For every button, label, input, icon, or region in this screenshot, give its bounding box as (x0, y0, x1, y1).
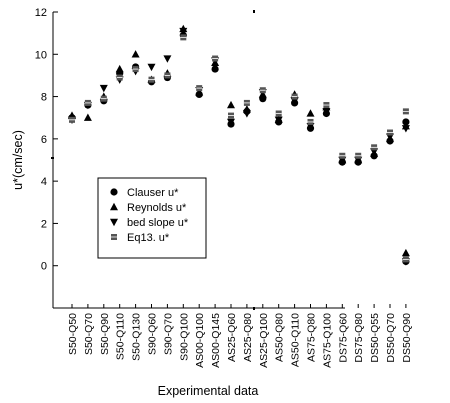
data-point-circle (211, 65, 219, 73)
y-tick-label: 10 (35, 49, 47, 61)
top-frame-marker (253, 10, 255, 13)
data-point-triangle-up (401, 248, 410, 257)
data-point-square (339, 152, 346, 159)
legend-marker-square (111, 234, 117, 240)
data-points (68, 24, 410, 266)
legend-label: bed slope u* (127, 217, 189, 229)
y-tick-label: 8 (41, 92, 47, 104)
data-point-square (148, 76, 155, 83)
data-point-triangle-up (131, 50, 140, 58)
legend-marker-circle (110, 188, 118, 196)
x-tick-label: S50-Q110 (115, 313, 127, 360)
bottom-frame-marker (253, 307, 255, 310)
x-tick-label: S90-Q70 (162, 313, 174, 355)
y-tick-label: 0 (41, 261, 47, 273)
axes (51, 10, 345, 310)
y-tick-label: 12 (35, 7, 47, 19)
data-point-square (212, 55, 219, 62)
data-point-triangle-down (401, 125, 410, 133)
data-point-square (228, 112, 234, 119)
legend-label: Reynolds u* (127, 202, 187, 214)
data-point-triangle-down (227, 118, 235, 127)
data-point-square (402, 108, 409, 115)
data-point-square (243, 99, 250, 106)
x-tick-label: DS50-Q90 (401, 313, 413, 363)
x-tick-label: S50-Q90 (99, 313, 111, 355)
x-tick-label: AS25-Q60 (226, 313, 238, 362)
x-tick-label: AS25-Q100 (258, 313, 270, 368)
data-point-square (323, 102, 330, 109)
x-axis-ticks: S50-Q50 S50-Q70 S50-Q90 S50-Q110 S50-Q130 S90… (67, 304, 413, 368)
x-tick-label: S50-Q50 (67, 313, 79, 355)
data-point-triangle-up (227, 100, 235, 109)
left-frame-marker (51, 157, 54, 159)
data-point-square (180, 34, 187, 41)
x-tick-label: AS50-Q110 (290, 313, 302, 367)
data-point-square (387, 129, 393, 136)
data-point-square (132, 66, 139, 73)
legend: Clauser u* Reynolds u* bed slope u* Eq13. u… (97, 177, 207, 259)
data-point-triangle-down (147, 63, 156, 72)
legend-label: Clauser u* (127, 187, 179, 199)
x-tick-label: AS00-Q100 (194, 313, 206, 368)
x-tick-label: S50-Q130 (131, 313, 143, 361)
data-point-triangle-down (99, 84, 108, 93)
x-tick-label: DS50-Q55 (369, 313, 381, 363)
x-tick-label: DS50-Q70 (385, 313, 397, 363)
data-point-triangle-down (274, 116, 283, 125)
data-point-square (402, 256, 409, 263)
data-point-square (84, 99, 91, 106)
y-tick-label: 4 (41, 176, 47, 188)
data-point-triangle-up (115, 64, 124, 73)
x-tick-label: S50-Q70 (83, 313, 95, 355)
data-point-triangle-down (179, 27, 188, 36)
legend-marker-triangle-down (110, 218, 118, 227)
legend-marker-triangle-up (110, 202, 118, 211)
x-tick-label: AS00-Q145 (210, 313, 222, 368)
data-point-square (69, 116, 75, 123)
x-tick-label: AS75-Q80 (306, 313, 318, 362)
data-point-triangle-up (83, 113, 92, 121)
x-axis-title: Experimental data (158, 384, 259, 398)
data-point-square (259, 87, 266, 94)
data-point-triangle-down (242, 110, 251, 118)
data-point-square (164, 72, 171, 79)
y-axis-ticks: 0 2 4 6 8 10 12 (35, 7, 58, 273)
data-point-square (275, 110, 282, 117)
data-point-square (100, 95, 107, 102)
x-tick-label: S90-Q100 (178, 313, 190, 361)
data-point-triangle-up (306, 109, 315, 117)
x-tick-label: AS75-Q100 (321, 313, 333, 368)
x-tick-label: DS75-Q80 (353, 313, 365, 363)
data-point-square (307, 118, 314, 125)
x-tick-label: DS75-Q60 (337, 313, 349, 363)
data-point-triangle-down (322, 108, 331, 116)
data-point-square (355, 152, 362, 159)
legend-label: Eq13. u* (127, 232, 170, 244)
x-tick-label: S90-Q60 (147, 313, 159, 355)
x-tick-label: AS25-Q80 (242, 313, 254, 362)
y-axis-title: u*(cm/sec) (11, 130, 25, 190)
data-point-square (116, 74, 123, 81)
x-tick-label: AS50-Q80 (274, 313, 286, 362)
data-point-square (196, 85, 203, 92)
data-point-triangle-down (163, 55, 172, 63)
y-tick-label: 2 (41, 218, 47, 230)
data-point-square (371, 144, 378, 151)
y-tick-label: 6 (41, 134, 47, 146)
data-point-square (291, 93, 298, 100)
data-point-circle (402, 118, 410, 126)
